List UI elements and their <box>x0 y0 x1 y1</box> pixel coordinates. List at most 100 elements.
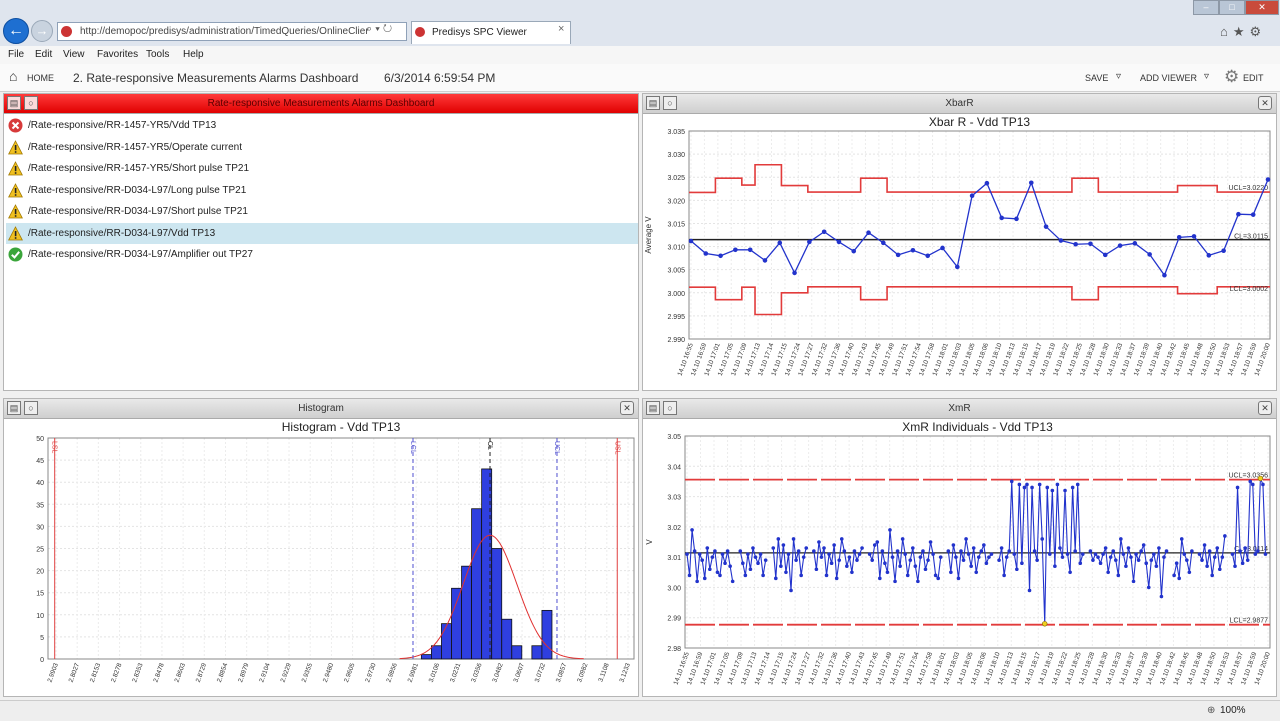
x-tick-label: 3.0982 <box>576 662 590 683</box>
data-point <box>955 264 960 270</box>
reference-line-label: LCL <box>409 441 416 454</box>
tab-close-icon[interactable]: × <box>558 23 565 35</box>
maximize-button[interactable]: □ <box>1219 0 1245 15</box>
panel-close-icon[interactable]: ✕ <box>1258 401 1272 415</box>
data-point <box>1147 252 1152 257</box>
y-tick-label: 2.99 <box>667 616 681 623</box>
menu-item-edit[interactable]: Edit <box>35 49 53 60</box>
data-point <box>776 537 781 541</box>
histogram-bar <box>461 565 472 660</box>
forward-button[interactable]: → <box>31 20 53 42</box>
x-tick-label: 3.0732 <box>534 662 548 683</box>
add-viewer-dropdown-icon[interactable]: ▿ <box>1204 71 1210 82</box>
data-point <box>1091 558 1095 562</box>
address-controls-icon[interactable]: ⌕ ▾ ↻ <box>366 23 393 35</box>
data-point <box>852 549 857 553</box>
reference-line-label: USL <box>613 441 620 455</box>
data-point <box>692 549 697 553</box>
data-point <box>708 567 712 572</box>
x-tick-label: 2.8278 <box>110 662 124 683</box>
data-point <box>1215 546 1220 550</box>
x-tick-label: 3.0106 <box>428 662 442 683</box>
alarm-item[interactable]: /Rate-responsive/RR-D034-L97/Vdd TP13 <box>6 222 638 244</box>
menu-item-tools[interactable]: Tools <box>146 49 170 60</box>
data-point <box>845 564 849 569</box>
data-point <box>1116 573 1121 578</box>
data-point <box>796 549 801 553</box>
home-link[interactable]: HOME <box>27 73 54 83</box>
panel-settings-icon[interactable]: ▤ <box>7 401 21 415</box>
zoom-level[interactable]: 100% <box>1220 705 1246 716</box>
data-point <box>961 558 966 562</box>
menu-item-favorites[interactable]: Favorites <box>97 49 139 60</box>
data-point <box>1096 555 1100 559</box>
menu-item-view[interactable]: View <box>63 49 85 60</box>
data-point <box>784 570 788 575</box>
save-dropdown-icon[interactable]: ▿ <box>1116 71 1122 82</box>
y-tick-label: 15 <box>36 591 44 598</box>
histogram-panel: ▤ ○ Histogram ✕ Histogram - Vdd TP13 50 45… <box>3 398 639 697</box>
x-tick-label: 3.0482 <box>491 662 505 683</box>
data-point <box>801 555 806 559</box>
menu-item-file[interactable]: File <box>8 49 25 60</box>
panel-refresh-icon[interactable]: ○ <box>24 401 38 415</box>
panel-settings-icon[interactable]: ▤ <box>646 401 660 415</box>
data-point <box>916 579 920 584</box>
data-point <box>1129 555 1133 559</box>
data-point <box>936 576 940 581</box>
data-point <box>1230 552 1235 556</box>
data-point <box>748 567 753 572</box>
data-point <box>1238 549 1242 553</box>
data-point <box>851 248 857 254</box>
warning-icon <box>8 204 23 219</box>
panel-settings-icon[interactable]: ▤ <box>646 96 660 110</box>
data-point <box>1261 482 1265 487</box>
data-point <box>911 546 915 550</box>
zoom-icon[interactable]: ⊕ <box>1207 705 1216 716</box>
alarm-path: /Rate-responsive/RR-D034-L97/Amplifier o… <box>28 249 253 260</box>
y-tick-label: 3.035 <box>667 129 685 136</box>
data-point <box>812 549 816 553</box>
data-point <box>771 546 776 550</box>
minimize-button[interactable]: – <box>1193 0 1219 15</box>
x-tick-label: 2.9355 <box>301 662 315 683</box>
data-point <box>738 549 743 553</box>
gear-icon[interactable]: ⚙ <box>1224 67 1240 86</box>
back-button[interactable]: ← <box>3 18 29 44</box>
edit-button[interactable]: EDIT <box>1243 73 1264 83</box>
panel-close-icon[interactable]: ✕ <box>620 401 634 415</box>
data-point <box>743 573 748 578</box>
home-icon[interactable]: ⌂ <box>9 68 18 84</box>
panel-close-icon[interactable]: ✕ <box>1258 96 1272 110</box>
series-line <box>739 547 767 576</box>
alarm-item[interactable]: /Rate-responsive/RR-1457-YR5/Short pulse… <box>6 158 638 179</box>
close-window-button[interactable]: ✕ <box>1245 0 1279 15</box>
panel-refresh-icon[interactable]: ○ <box>24 96 38 110</box>
data-point <box>814 567 819 572</box>
alarm-item[interactable]: /Rate-responsive/RR-1457-YR5/Vdd TP13 <box>6 115 638 136</box>
alarm-item[interactable]: /Rate-responsive/RR-D034-L97/Amplifier o… <box>6 244 638 265</box>
alarm-item[interactable]: /Rate-responsive/RR-D034-L97/Long pulse … <box>6 180 638 201</box>
data-point <box>834 576 839 581</box>
panel-refresh-icon[interactable]: ○ <box>663 401 677 415</box>
panel-refresh-icon[interactable]: ○ <box>663 96 677 110</box>
panel-settings-icon[interactable]: ▤ <box>7 96 21 110</box>
alarm-item[interactable]: /Rate-responsive/RR-D034-L97/Short pulse… <box>6 201 638 222</box>
save-button[interactable]: SAVE <box>1085 73 1109 83</box>
menu-item-help[interactable]: Help <box>183 49 204 60</box>
browser-tab[interactable]: Predisys SPC Viewer <box>411 21 571 44</box>
y-tick-label: 30 <box>36 524 44 531</box>
data-point <box>951 543 956 547</box>
data-point <box>1144 561 1149 565</box>
data-point <box>685 552 689 556</box>
browser-toolbar-icons[interactable]: ⌂★⚙ <box>1220 24 1267 39</box>
plot-frame <box>684 435 1271 649</box>
data-point <box>1177 576 1182 581</box>
address-bar[interactable]: http://demopoc/predisys/administration/T… <box>57 22 407 41</box>
data-point <box>687 573 692 578</box>
data-point <box>855 558 859 562</box>
data-point <box>747 247 753 253</box>
add-viewer-button[interactable]: ADD VIEWER <box>1140 73 1198 83</box>
xmr-panel-header: ▤ ○ XmR ✕ <box>643 399 1276 419</box>
alarm-item[interactable]: /Rate-responsive/RR-1457-YR5/Operate cur… <box>6 137 638 158</box>
